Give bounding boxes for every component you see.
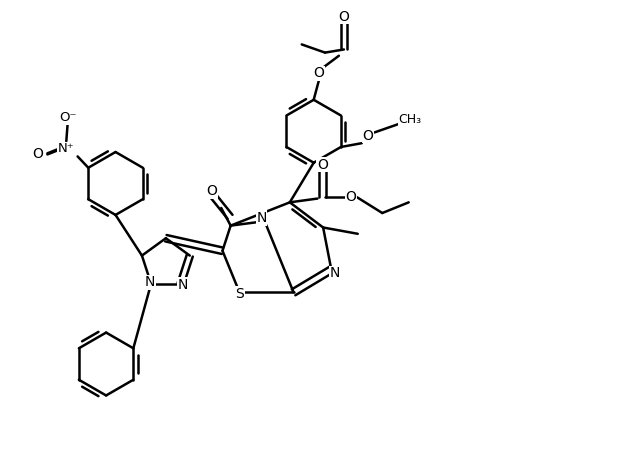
Text: N: N: [145, 275, 155, 289]
Text: CH₃: CH₃: [399, 113, 422, 126]
Text: O: O: [317, 157, 328, 172]
Text: N: N: [178, 278, 188, 292]
Text: N: N: [330, 267, 340, 280]
Text: N⁺: N⁺: [58, 142, 75, 155]
Text: O: O: [314, 66, 324, 81]
Text: S: S: [235, 287, 244, 301]
Text: O: O: [33, 147, 44, 161]
Text: O: O: [346, 190, 356, 204]
Text: N: N: [256, 211, 267, 225]
Text: O: O: [206, 184, 217, 198]
Text: O: O: [363, 129, 373, 143]
Text: O⁻: O⁻: [59, 111, 76, 124]
Text: O: O: [339, 10, 349, 24]
